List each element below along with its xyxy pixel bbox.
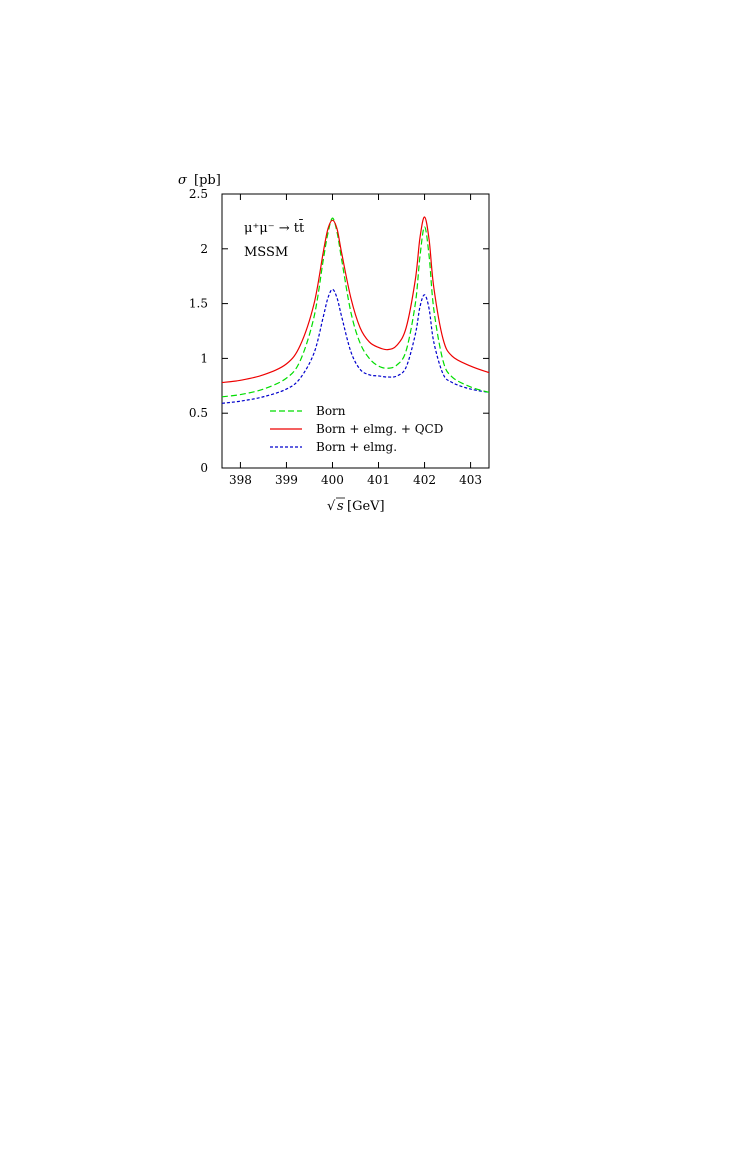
- legend-label: Born: [316, 404, 346, 418]
- legend-label: Born + elmg.: [316, 440, 397, 454]
- model-annotation: MSSM: [244, 245, 288, 260]
- y-axis-unit: [pb]: [194, 173, 221, 188]
- plot-frame: [221, 193, 490, 469]
- plot-area: [221, 193, 490, 469]
- legend-label: Born + elmg. + QCD: [316, 422, 443, 436]
- series-layer: [222, 216, 489, 404]
- y-tick-label: 0: [200, 461, 208, 475]
- x-tick-label: 402: [413, 473, 436, 487]
- y-tick-label: 1: [200, 351, 208, 365]
- axis-ticks: 398 399 400 401 402 403 0 0.5 1 1.5 2 2.5: [189, 187, 489, 487]
- x-axis-label: √ s [GeV]: [327, 497, 385, 514]
- y-tick-label: 2: [200, 242, 208, 256]
- series-line-born: [222, 217, 489, 398]
- series-line-born-elmg-qcd: [222, 216, 489, 384]
- legend: Born Born + elmg. + QCD Born + elmg.: [270, 404, 443, 454]
- series-line-born-elmg: [222, 288, 489, 404]
- y-axis-label: σ [pb]: [178, 173, 221, 188]
- x-tick-label: 398: [229, 473, 252, 487]
- x-axis-unit: [GeV]: [347, 499, 385, 514]
- y-tick-label: 0.5: [189, 406, 208, 420]
- x-axis-variable: s: [337, 499, 344, 514]
- x-tick-label: 399: [275, 473, 298, 487]
- x-tick-label: 400: [321, 473, 344, 487]
- y-tick-label: 1.5: [189, 297, 208, 311]
- y-axis-symbol: σ: [178, 173, 188, 188]
- x-tick-label: 401: [367, 473, 390, 487]
- y-tick-label: 2.5: [189, 187, 208, 201]
- process-annotation: μ⁺μ⁻ → tt̄: [244, 219, 305, 236]
- x-axis-sqrt-sign: √: [327, 499, 336, 514]
- x-tick-label: 403: [459, 473, 482, 487]
